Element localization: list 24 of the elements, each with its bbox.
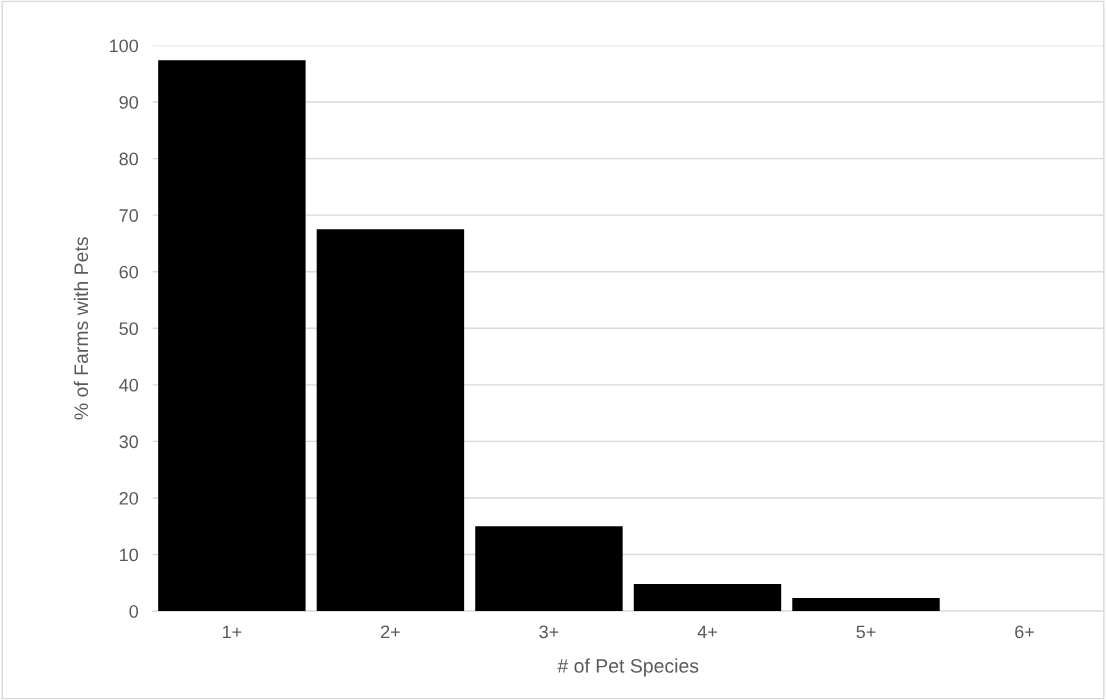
x-tick-label: 1+ xyxy=(222,625,242,639)
y-tick-label: 90 xyxy=(119,95,139,109)
y-tick-label: 50 xyxy=(119,322,139,336)
y-tick-label: 20 xyxy=(119,491,139,505)
y-tick-label: 10 xyxy=(120,548,139,562)
x-tick-label: 4+ xyxy=(697,625,717,639)
bar xyxy=(158,60,306,612)
bar xyxy=(792,598,940,612)
bar xyxy=(475,526,623,612)
y-tick-label: 80 xyxy=(119,152,139,166)
x-tick-label: 6+ xyxy=(1015,625,1034,639)
bar xyxy=(316,229,465,612)
x-tick-label: 5+ xyxy=(856,625,876,639)
y-tick-label: 0 xyxy=(129,605,139,618)
y-tick-label: 70 xyxy=(119,209,139,222)
x-axis-title: # of Pet Species xyxy=(557,658,699,677)
y-axis-title: % of Farms with Pets xyxy=(73,237,89,420)
x-tick-label: 2+ xyxy=(381,625,400,639)
y-tick-label: 60 xyxy=(119,265,139,279)
bar xyxy=(633,583,782,612)
y-tick-label: 30 xyxy=(119,435,139,449)
x-tick-label: 3+ xyxy=(539,625,559,639)
y-tick-label: 100 xyxy=(109,39,139,53)
y-tick-label: 40 xyxy=(119,378,139,392)
